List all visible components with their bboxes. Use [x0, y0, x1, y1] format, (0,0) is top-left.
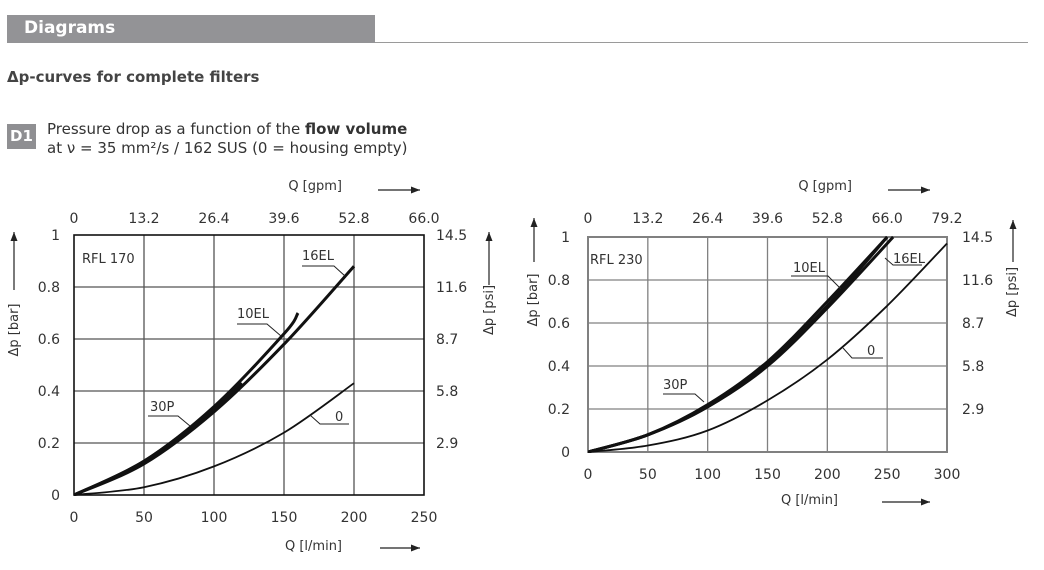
y2-tick-label: 11.6 — [436, 280, 467, 296]
curve-16EL — [588, 236, 895, 453]
x2-tick-label: 79.2 — [931, 211, 962, 227]
x-tick-label: 200 — [341, 510, 368, 526]
curve-label-16EL: 16EL — [893, 252, 926, 267]
x-tick-label: 50 — [639, 467, 657, 483]
chart-title: RFL 230 — [590, 253, 643, 268]
x2-tick-label: 52.8 — [812, 211, 843, 227]
x-tick-label: 100 — [694, 467, 721, 483]
x-tick-label: 300 — [934, 467, 961, 483]
y-tick-label: 0.4 — [38, 384, 60, 400]
curve-label-0: 0 — [867, 344, 875, 359]
y-tick-label: 0.2 — [548, 402, 570, 418]
section-title: Diagrams — [24, 18, 116, 38]
page-subtitle: Δp-curves for complete filters — [7, 68, 260, 86]
y2-tick-label: 11.6 — [962, 273, 993, 289]
y-tick-label: 0 — [51, 488, 60, 504]
curve-label-0: 0 — [335, 410, 343, 425]
y2-tick-label: 14.5 — [436, 228, 467, 244]
x2-axis-label: Q [gpm] — [798, 179, 852, 194]
curve-30P — [74, 382, 244, 496]
x-axis-label: Q [l/min] — [285, 539, 342, 554]
x-axis-label: Q [l/min] — [781, 493, 838, 508]
x-tick-label: 250 — [874, 467, 901, 483]
curve-label-30P: 30P — [663, 378, 688, 393]
y-tick-label: 0.8 — [38, 280, 60, 296]
x2-tick-label: 66.0 — [408, 211, 439, 227]
curve-label-30P: 30P — [150, 400, 175, 415]
x2-tick-label: 26.4 — [692, 211, 723, 227]
y-tick-label: 0.6 — [38, 332, 60, 348]
y2-tick-label: 14.5 — [962, 230, 993, 246]
x2-tick-label: 66.0 — [872, 211, 903, 227]
x2-tick-label: 52.8 — [338, 211, 369, 227]
y2-tick-label: 2.9 — [436, 436, 458, 452]
y2-axis-label: Δp [psi] — [482, 285, 497, 335]
y-tick-label: 1 — [51, 228, 60, 244]
x-tick-label: 200 — [814, 467, 841, 483]
y2-tick-label: 2.9 — [962, 402, 984, 418]
curve-10EL — [588, 236, 889, 453]
x-tick-label: 250 — [411, 510, 438, 526]
y-tick-label: 0.8 — [548, 273, 570, 289]
y-tick-label: 0 — [561, 445, 570, 461]
section-header-bar — [7, 15, 375, 43]
y-axis-label: Δp [bar] — [526, 274, 541, 327]
x2-tick-label: 39.6 — [268, 211, 299, 227]
y-axis-label: Δp [bar] — [7, 304, 22, 357]
x-tick-label: 150 — [271, 510, 298, 526]
section-divider — [375, 42, 1028, 43]
description-line2: at ν = 35 mm²/s / 162 SUS (0 = housing e… — [47, 139, 408, 157]
x2-tick-label: 13.2 — [128, 211, 159, 227]
y-tick-label: 0.4 — [548, 359, 570, 375]
curve-label-16EL: 16EL — [302, 249, 335, 264]
y2-tick-label: 5.8 — [436, 384, 458, 400]
x2-tick-label: 0 — [584, 211, 593, 227]
y-tick-label: 0.6 — [548, 316, 570, 332]
x2-tick-label: 39.6 — [752, 211, 783, 227]
y-tick-label: 1 — [561, 230, 570, 246]
x2-tick-label: 0 — [70, 211, 79, 227]
chart-1: 0 50 100 150 200 250 0 13.2 26.4 39.6 52.8 66.0 0 0.2… — [7, 179, 497, 554]
x2-axis-label: Q [gpm] — [288, 179, 342, 194]
figure-description: Pressure drop as a function of the flow … — [47, 120, 408, 158]
curve-0 — [588, 242, 948, 453]
y2-axis-label: Δp [psi] — [1005, 267, 1020, 317]
x2-tick-label: 26.4 — [198, 211, 229, 227]
curve-0 — [74, 382, 355, 496]
x-tick-label: 0 — [70, 510, 79, 526]
curve-label-10EL: 10EL — [793, 261, 826, 276]
y2-tick-label: 8.7 — [962, 316, 984, 332]
curve-30P — [588, 236, 889, 453]
figure-badge: D1 — [7, 124, 36, 149]
curve-10EL — [74, 312, 300, 496]
chart-title: RFL 170 — [82, 252, 135, 267]
curve-16EL — [74, 265, 356, 496]
x2-tick-label: 13.2 — [632, 211, 663, 227]
x-tick-label: 100 — [201, 510, 228, 526]
description-bold: flow volume — [305, 120, 408, 138]
curve-label-10EL: 10EL — [237, 307, 270, 322]
y-tick-label: 0.2 — [38, 436, 60, 452]
y2-tick-label: 8.7 — [436, 332, 458, 348]
description-prefix: Pressure drop as a function of the — [47, 120, 306, 138]
y2-tick-label: 5.8 — [962, 359, 984, 375]
x-tick-label: 150 — [754, 467, 781, 483]
x-tick-label: 50 — [135, 510, 153, 526]
x-tick-label: 0 — [584, 467, 593, 483]
